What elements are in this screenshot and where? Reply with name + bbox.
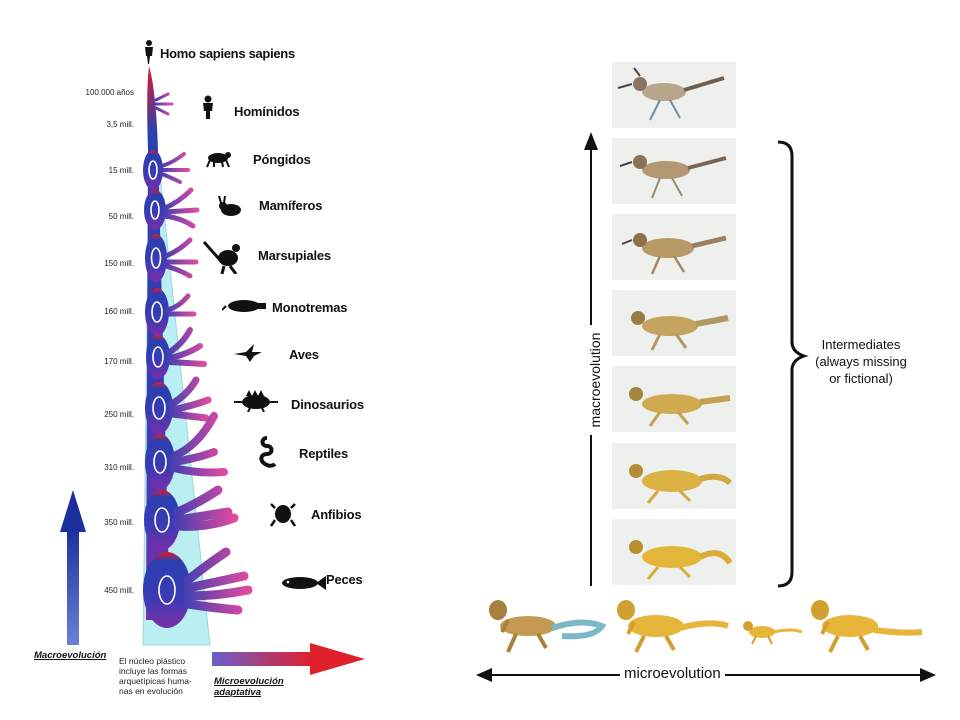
lizard-yellow-icon (811, 600, 923, 653)
homo-sapiens-icon (145, 40, 153, 64)
time-tick: 150 mill. (104, 259, 134, 268)
macroevolution-axis-label: macroevolution (587, 325, 603, 435)
intermediate-creature-icon (629, 540, 733, 580)
macroevolucion-label: Macroevolución (34, 650, 107, 661)
group-label: Homínidos (234, 104, 300, 119)
group-label: Anfibios (311, 507, 362, 522)
group-label: Dinosaurios (291, 397, 364, 412)
fish-icon (282, 576, 326, 590)
group-label: Póngidos (253, 152, 311, 167)
lizard-yellow-icon (617, 600, 729, 653)
time-tick: 3,5 mill. (106, 120, 134, 129)
dinosaur-icon (234, 390, 278, 412)
evolution-frame (612, 214, 736, 280)
group-label: Mamíferos (259, 198, 323, 213)
time-tick: 310 mill. (104, 463, 134, 472)
group-label: Peces (326, 572, 363, 587)
core-note: El núcleo plástico incluye las formas ar… (119, 656, 192, 696)
hominid-icon (203, 95, 213, 119)
macroevolution-arrow (60, 490, 86, 645)
time-tick: 350 mill. (104, 518, 134, 527)
intermediate-creature-icon (631, 311, 729, 351)
time-tick: 250 mill. (104, 410, 134, 419)
rabbit-icon (218, 196, 241, 216)
evolution-frame (612, 290, 736, 356)
lizard-blue-icon (489, 600, 606, 653)
kangaroo-icon (202, 241, 240, 274)
time-tick: 100.000 años (85, 88, 135, 97)
brace-icon (777, 140, 809, 588)
evolution-frame-roadrunner (612, 62, 736, 128)
intermediates-note: Intermediates (always missing or fiction… (815, 337, 907, 386)
time-tick: 160 mill. (104, 307, 134, 316)
group-label: Aves (289, 347, 319, 362)
group-label: Monotremas (272, 300, 348, 315)
evolution-frame (612, 366, 736, 432)
snake-icon (259, 436, 277, 468)
microevolution-arrow (212, 643, 365, 675)
microevolucion-label: Microevolución adaptativa (214, 676, 284, 698)
intermediate-creature-icon (621, 233, 727, 275)
lizard-small-icon (743, 621, 803, 645)
microevolution-axis-label: microevolution (620, 665, 725, 682)
intermediate-creature-icon (629, 464, 733, 504)
ape-icon (206, 152, 231, 168)
homo-sapiens-label: Homo sapiens sapiens (160, 46, 295, 61)
time-tick: 15 mill. (108, 166, 134, 175)
bird-icon (234, 344, 262, 362)
platypus-icon (222, 300, 266, 312)
time-tick: 170 mill. (104, 357, 134, 366)
phylogeny-trunk (60, 66, 365, 675)
time-tick: 50 mill. (108, 212, 134, 221)
group-label: Reptiles (299, 446, 348, 461)
evolution-frame (612, 519, 736, 585)
time-tick: 450 mill. (104, 586, 134, 595)
evolution-frame (612, 138, 736, 204)
evolution-frame (612, 443, 736, 509)
intermediate-creature-icon (619, 155, 727, 199)
roadrunner-icon (617, 67, 725, 121)
frog-icon (270, 503, 296, 527)
group-label: Marsupiales (258, 248, 331, 263)
intermediate-creature-icon (629, 387, 731, 427)
